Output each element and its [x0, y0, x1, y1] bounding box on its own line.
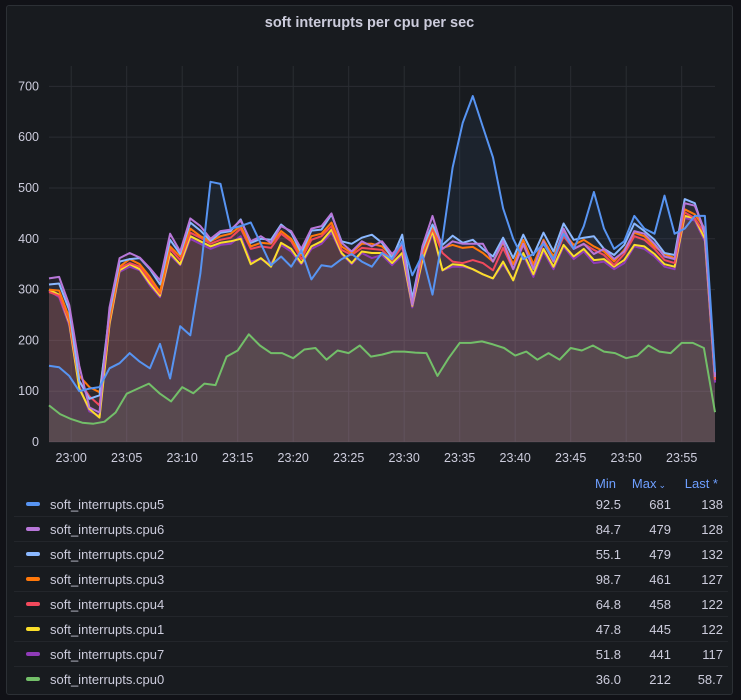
- y-tick-label: 300: [18, 283, 39, 297]
- x-tick-label: 23:40: [500, 451, 531, 465]
- y-tick-label: 100: [18, 384, 39, 398]
- legend-table: Min Max ⌄ Last * soft_interrupts.cpu5 92.5…: [14, 476, 728, 691]
- series-min-value: 92.5: [595, 496, 621, 512]
- series-max-value: 461: [649, 571, 671, 587]
- series-max-value: 212: [649, 671, 671, 687]
- series-min-value: 64.8: [595, 596, 621, 612]
- series-line[interactable]: [48, 211, 716, 407]
- max-column-header[interactable]: Max ⌄: [631, 476, 666, 491]
- series-max-value: 479: [649, 546, 671, 562]
- legend-row[interactable]: soft_interrupts.cpu6 84.7 479 128: [14, 516, 728, 541]
- series-color-swatch[interactable]: [26, 552, 40, 556]
- series-last-value: 132: [701, 546, 723, 562]
- series-area: [49, 203, 715, 442]
- series-color-swatch[interactable]: [26, 527, 40, 531]
- series-max-value: 479: [649, 521, 671, 537]
- series-min-value: 84.7: [595, 521, 621, 537]
- min-column-header[interactable]: Min: [595, 476, 616, 491]
- x-tick-label: 23:50: [611, 451, 642, 465]
- series-last-value: 58.7: [697, 671, 723, 687]
- x-tick-label: 23:15: [222, 451, 253, 465]
- legend-rows: soft_interrupts.cpu5 92.5 681 138 soft_inter…: [14, 492, 728, 691]
- series-max-value: 441: [649, 646, 671, 662]
- series-line[interactable]: [48, 216, 716, 417]
- series-line[interactable]: [48, 202, 716, 414]
- x-tick-label: 23:00: [56, 451, 87, 465]
- x-tick-label: 23:55: [666, 451, 697, 465]
- legend-row[interactable]: soft_interrupts.cpu5 92.5 681 138: [14, 492, 728, 516]
- series-min-value: 98.7: [595, 571, 621, 587]
- x-axis: 23:00 23:05 23:10 23:15 23:20 23:25 23:30 23:35…: [56, 451, 698, 465]
- x-tick-label: 23:35: [444, 451, 475, 465]
- legend-row[interactable]: soft_interrupts.cpu2 55.1 479 132: [14, 541, 728, 566]
- legend-row[interactable]: soft_interrupts.cpu3 98.7 461 127: [14, 566, 728, 591]
- series-name[interactable]: soft_interrupts.cpu4: [50, 596, 165, 612]
- y-tick-label: 0: [32, 435, 39, 449]
- series-color-swatch[interactable]: [26, 502, 40, 506]
- series-last-value: 122: [701, 596, 723, 612]
- series-color-swatch[interactable]: [26, 627, 40, 631]
- chevron-down-icon: ⌄: [658, 480, 666, 490]
- y-axis: 0 100 200 300 400 500 600 700: [18, 79, 39, 449]
- series-name[interactable]: soft_interrupts.cpu5: [50, 496, 165, 512]
- x-tick-label: 23:25: [333, 451, 364, 465]
- series-color-swatch[interactable]: [26, 677, 40, 681]
- series-last-value: 127: [701, 571, 723, 587]
- series-name[interactable]: soft_interrupts.cpu6: [50, 521, 165, 537]
- y-tick-label: 700: [18, 79, 39, 93]
- x-tick-label: 23:05: [111, 451, 142, 465]
- series-color-swatch[interactable]: [26, 577, 40, 581]
- series-min-value: 51.8: [595, 646, 621, 662]
- x-tick-label: 23:45: [555, 451, 586, 465]
- series-last-value: 138: [701, 496, 723, 512]
- series-min-value: 36.0: [595, 671, 621, 687]
- y-tick-label: 400: [18, 232, 39, 246]
- series-last-value: 128: [701, 521, 723, 537]
- series-max-value: 681: [649, 496, 671, 512]
- series-name[interactable]: soft_interrupts.cpu0: [50, 671, 165, 687]
- panel-title[interactable]: soft interrupts per cpu per sec: [264, 15, 475, 31]
- series-max-value: 458: [649, 596, 671, 612]
- chart-panel: soft interrupts per cpu per sec 0 100 200 3…: [6, 5, 733, 695]
- series-color-swatch[interactable]: [26, 652, 40, 656]
- series-area: [49, 334, 715, 442]
- series-name[interactable]: soft_interrupts.cpu2: [50, 546, 165, 562]
- legend-row[interactable]: soft_interrupts.cpu4 64.8 458 122: [14, 591, 728, 616]
- series-line[interactable]: [48, 208, 716, 394]
- last-column-header[interactable]: Last *: [684, 476, 718, 491]
- series-max-value: 445: [649, 621, 671, 637]
- legend-row[interactable]: soft_interrupts.cpu7 51.8 441 117: [14, 641, 728, 666]
- legend-row[interactable]: soft_interrupts.cpu0 36.0 212 58.7: [14, 666, 728, 691]
- series-line[interactable]: [48, 95, 716, 393]
- series-last-value: 122: [701, 621, 723, 637]
- series-line[interactable]: [48, 333, 716, 425]
- legend-header: Min Max ⌄ Last *: [14, 476, 728, 492]
- series-name[interactable]: soft_interrupts.cpu1: [50, 621, 165, 637]
- series-min-value: 47.8: [595, 621, 621, 637]
- y-tick-label: 600: [18, 130, 39, 144]
- x-tick-label: 23:10: [167, 451, 198, 465]
- series-name[interactable]: soft_interrupts.cpu7: [50, 646, 165, 662]
- x-tick-label: 23:30: [389, 451, 420, 465]
- x-tick-label: 23:20: [278, 451, 309, 465]
- series-min-value: 55.1: [595, 546, 621, 562]
- series-last-value: 117: [702, 646, 723, 662]
- y-tick-label: 200: [18, 333, 39, 347]
- series-area: [49, 96, 715, 442]
- series-name[interactable]: soft_interrupts.cpu3: [50, 571, 165, 587]
- series-lines: [48, 95, 716, 425]
- y-tick-label: 500: [18, 181, 39, 195]
- series-color-swatch[interactable]: [26, 602, 40, 606]
- legend-row[interactable]: soft_interrupts.cpu1 47.8 445 122: [14, 616, 728, 641]
